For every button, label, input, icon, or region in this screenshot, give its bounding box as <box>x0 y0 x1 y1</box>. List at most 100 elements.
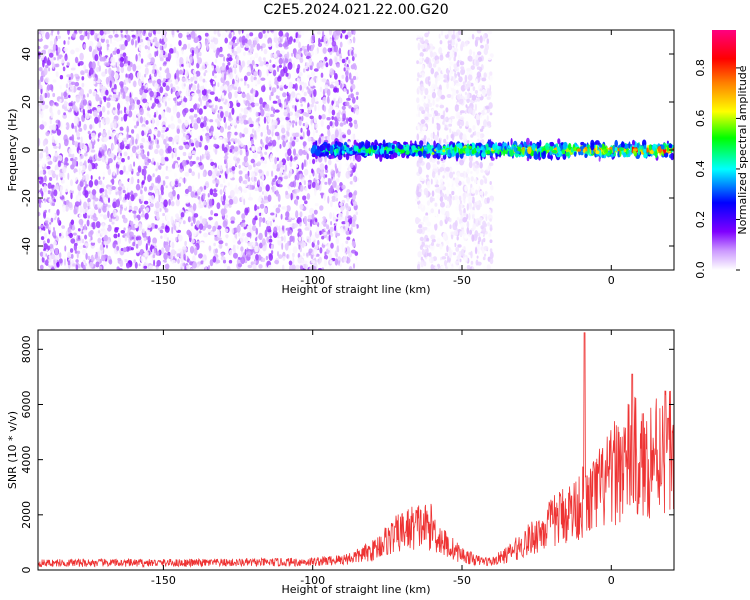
spectrogram-cell <box>81 165 86 173</box>
spectrogram-cell <box>154 197 158 204</box>
spectrogram-cell <box>182 263 185 267</box>
spectrogram-cell <box>279 107 282 112</box>
spectrogram-cell <box>270 244 274 250</box>
spectrogram-cell <box>280 167 284 172</box>
spectrogram-cell <box>289 169 293 176</box>
spectrogram-cell <box>74 201 80 207</box>
spectrogram-cell <box>173 97 177 102</box>
spectrogram-cell <box>308 248 313 254</box>
spectrogram-cell <box>88 89 93 94</box>
spectrogram-cell <box>323 254 329 260</box>
spectrogram-cell <box>353 175 357 183</box>
spectrogram-cell <box>72 153 75 159</box>
spectrogram-cell <box>127 185 132 193</box>
spectrogram-cell <box>254 52 259 59</box>
spectrogram-cell <box>119 194 122 201</box>
spectrogram-cell <box>337 170 341 178</box>
spectrogram-cell <box>345 69 349 77</box>
spectrogram-cell <box>231 31 234 38</box>
spectrogram-cell <box>65 236 71 241</box>
spectrogram-cell <box>452 76 456 83</box>
spectrogram-cell <box>131 34 136 38</box>
spectrogram-cell <box>314 104 317 112</box>
spectrogram-cell <box>203 82 208 90</box>
spectrogram-cell <box>300 265 304 270</box>
spectrogram-cell <box>150 124 155 129</box>
spectrogram-cell <box>145 120 149 125</box>
spectrogram-cell <box>75 47 80 53</box>
spectrogram-cell <box>120 44 126 51</box>
spectrogram-cell <box>44 77 50 84</box>
spectrogram-cell <box>105 39 109 44</box>
spectrogram-cell <box>233 196 239 205</box>
spectrogram-cell <box>159 45 163 51</box>
spectrogram-cell <box>317 103 320 112</box>
spectrogram-cell <box>184 171 190 177</box>
spectrogram-cell <box>82 264 86 270</box>
spectrogram-cell <box>48 258 52 263</box>
spectrogram-cell <box>233 60 237 69</box>
spectrogram-cell <box>285 82 289 87</box>
spectrogram-cell <box>338 260 341 266</box>
spectrogram-cell <box>67 251 72 259</box>
spectrogram-cell <box>77 264 81 269</box>
spectrogram-cell <box>268 136 272 141</box>
spectrogram-cell <box>355 171 358 177</box>
spectrogram-cell <box>334 258 339 266</box>
spectrogram-cell <box>138 154 141 162</box>
spectrogram-cell <box>348 266 353 270</box>
spectrogram-cell <box>68 228 72 235</box>
spectrogram-cell <box>138 266 141 270</box>
spectrogram-cell <box>170 123 176 130</box>
spectrogram-cell <box>261 257 266 263</box>
spectrogram-cell <box>158 194 161 203</box>
spectrogram-cell <box>186 229 191 236</box>
spectrogram-cell <box>243 75 248 82</box>
spectrogram-cell <box>283 109 288 113</box>
spectrogram-cell <box>141 137 146 143</box>
spectrogram-cell <box>98 180 103 185</box>
spectrogram-cell <box>145 243 148 251</box>
spectrogram-cell <box>83 64 87 71</box>
spectrogram-cell <box>125 30 129 35</box>
spectrogram-cell <box>133 161 136 167</box>
spectrogram-cell <box>245 144 248 153</box>
spectrogram-cell <box>198 223 204 230</box>
spectrogram-cell <box>134 261 138 269</box>
spectrogram-cell <box>234 138 238 144</box>
spectrogram-cell <box>69 189 74 195</box>
spectrogram-cell <box>45 131 50 137</box>
spectrogram-cell <box>189 115 194 120</box>
spectrogram-cell <box>452 127 455 133</box>
spectrogram-cell <box>228 57 233 62</box>
spectrogram-cell <box>186 258 190 263</box>
spectrogram-cell <box>321 267 325 270</box>
spectrogram-cell <box>122 217 128 224</box>
spectrogram-cell <box>203 185 207 190</box>
spectrogram-cell <box>48 52 54 58</box>
spectrogram-cell <box>38 183 41 189</box>
spectrogram-cell <box>308 59 312 66</box>
spectrogram-cell <box>53 245 58 249</box>
spectrogram-cell <box>252 263 257 270</box>
spectrogram-cell <box>209 102 213 106</box>
spectrogram-cell <box>114 228 119 233</box>
spectrogram-cell <box>172 138 175 146</box>
spectrogram-cell <box>343 252 346 257</box>
spectrogram-cell <box>120 56 125 62</box>
spectrogram-cell <box>44 232 48 239</box>
spectrogram-cell <box>171 241 175 249</box>
spectrogram-cell <box>316 76 320 84</box>
spectrogram-cell <box>442 175 445 179</box>
spectrogram-cell <box>202 78 206 83</box>
spectrogram-cell <box>214 58 218 64</box>
spectrogram-cell <box>187 36 192 40</box>
spectrogram-cell <box>185 56 189 64</box>
spectrogram-cell <box>289 229 293 235</box>
spectrogram-cell <box>219 183 224 188</box>
spectrogram-cell <box>200 260 204 265</box>
spectrogram-cell <box>140 189 143 195</box>
spectrogram-cell <box>279 116 285 122</box>
spectrogram-cell <box>351 83 356 90</box>
spectrogram-cell <box>243 155 248 163</box>
